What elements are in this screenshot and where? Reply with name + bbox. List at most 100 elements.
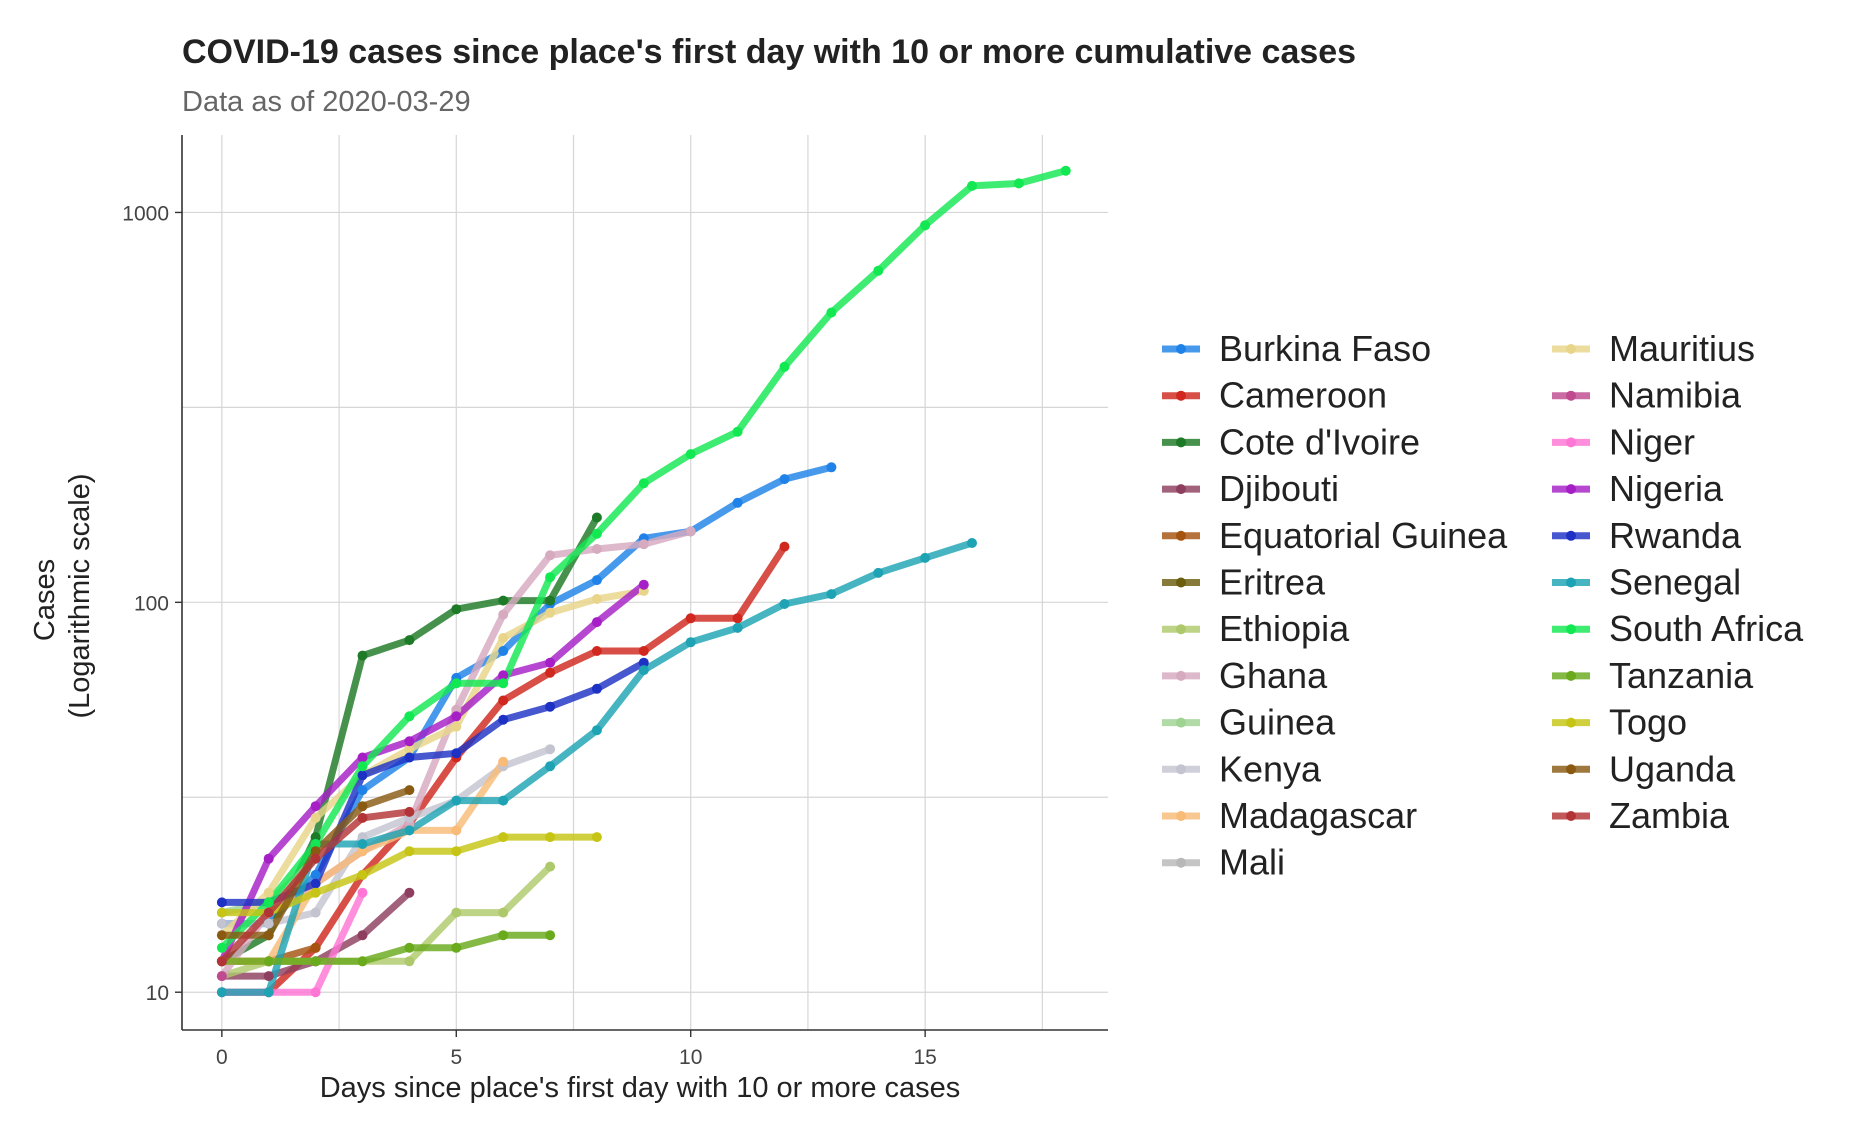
data-point-senegal xyxy=(920,552,931,563)
data-point-south-africa xyxy=(967,180,977,191)
data-point-zambia xyxy=(310,853,321,864)
legend-key-point xyxy=(1566,530,1576,541)
data-point-mauritius xyxy=(310,812,321,823)
data-point-ghana xyxy=(498,609,509,620)
legend-label: Ethiopia xyxy=(1219,608,1350,649)
data-point-senegal xyxy=(498,795,509,806)
legend-label: Nigeria xyxy=(1609,468,1724,509)
data-point-equatorial-guinea xyxy=(310,942,321,953)
series-points xyxy=(216,165,1071,998)
data-point-south-africa xyxy=(1013,178,1024,189)
legend-label: Cote d'Ivoire xyxy=(1219,421,1420,462)
legend-label: Togo xyxy=(1609,702,1687,743)
legend-key-point xyxy=(1176,344,1186,354)
data-point-cameroon xyxy=(498,695,509,706)
data-point-niger xyxy=(310,987,321,998)
data-point-nigeria xyxy=(263,853,274,864)
data-point-tanzania xyxy=(498,930,509,941)
data-point-senegal xyxy=(357,839,368,849)
data-point-djibouti xyxy=(263,971,274,982)
data-point-senegal xyxy=(591,725,602,736)
data-point-tanzania xyxy=(263,956,274,967)
legend-item-rwanda: Rwanda xyxy=(1552,515,1742,556)
legend-label: South Africa xyxy=(1609,608,1804,649)
data-point-ghana xyxy=(685,526,696,537)
data-point-senegal xyxy=(685,637,696,648)
data-point-ethiopia xyxy=(451,907,462,918)
legend-key-point xyxy=(1566,344,1576,354)
y-axis-ticks: 10 100 1000 xyxy=(122,202,182,1005)
data-point-zambia xyxy=(263,907,274,918)
data-point-south-africa xyxy=(591,528,602,539)
legend-key-point xyxy=(1566,764,1576,775)
data-point-niger xyxy=(357,887,368,898)
legend-item-djibouti: Djibouti xyxy=(1162,468,1339,509)
data-point-senegal xyxy=(216,987,227,998)
legend-key-point xyxy=(1566,577,1576,588)
data-point-burkina-faso xyxy=(591,575,602,586)
data-point-south-africa xyxy=(873,265,884,276)
data-point-cote-d-ivoire xyxy=(545,595,556,606)
data-point-togo xyxy=(216,907,227,918)
legend-item-senegal: Senegal xyxy=(1552,562,1741,603)
data-point-senegal xyxy=(545,761,556,772)
data-point-ghana xyxy=(638,539,649,550)
legend-label: Ghana xyxy=(1219,655,1328,696)
data-point-mauritius xyxy=(545,607,556,618)
data-point-madagascar xyxy=(451,825,462,836)
data-point-south-africa xyxy=(920,220,931,231)
legend-label: Eritrea xyxy=(1219,562,1326,603)
data-point-south-africa xyxy=(404,711,415,722)
data-point-senegal xyxy=(638,665,649,676)
data-point-rwanda xyxy=(404,752,415,763)
data-point-uganda xyxy=(263,930,274,941)
y-axis-title-line2: (Logarithmic scale) xyxy=(64,474,96,719)
data-point-senegal xyxy=(404,825,415,836)
data-point-south-africa xyxy=(685,449,696,460)
legend-item-uganda: Uganda xyxy=(1552,748,1736,789)
data-point-zambia xyxy=(216,956,227,967)
legend-label: Tanzania xyxy=(1609,655,1754,696)
chart-title: COVID-19 cases since place's first day w… xyxy=(182,33,1356,71)
data-point-burkina-faso xyxy=(498,646,509,656)
data-point-tanzania xyxy=(545,930,556,941)
legend-label: Djibouti xyxy=(1219,468,1339,509)
legend-label: Equatorial Guinea xyxy=(1219,515,1508,556)
data-point-south-africa xyxy=(216,942,227,953)
legend-item-madagascar: Madagascar xyxy=(1162,795,1417,836)
data-point-rwanda xyxy=(498,714,509,725)
data-point-cote-d-ivoire xyxy=(451,604,462,615)
legend-item-south-africa: South Africa xyxy=(1552,608,1804,649)
data-point-nigeria xyxy=(638,579,649,590)
data-point-rwanda xyxy=(638,657,649,668)
data-point-ethiopia xyxy=(404,956,415,967)
data-point-rwanda xyxy=(591,683,602,694)
legend-label: Senegal xyxy=(1609,562,1741,603)
legend-key-point xyxy=(1566,437,1576,448)
legend-item-togo: Togo xyxy=(1552,702,1687,743)
legend-item-eritrea: Eritrea xyxy=(1162,562,1326,603)
data-point-namibia xyxy=(216,971,227,982)
legend-item-mali: Mali xyxy=(1162,842,1285,883)
data-point-cote-d-ivoire xyxy=(357,650,368,661)
data-point-nigeria xyxy=(591,617,602,628)
legend-label: Uganda xyxy=(1609,748,1736,789)
data-point-burkina-faso xyxy=(357,785,368,796)
data-point-cote-d-ivoire xyxy=(404,635,415,646)
legend-key-point xyxy=(1566,811,1576,821)
data-point-south-africa xyxy=(638,478,649,489)
legend-key-point xyxy=(1176,437,1186,448)
data-point-cameroon xyxy=(591,646,602,656)
data-point-cote-d-ivoire xyxy=(591,512,602,523)
data-point-cameroon xyxy=(685,613,696,624)
data-point-ethiopia xyxy=(545,861,556,872)
data-point-nigeria xyxy=(451,711,462,722)
x-tick-label: 0 xyxy=(216,1046,228,1069)
data-point-ethiopia xyxy=(498,907,509,918)
data-point-rwanda xyxy=(451,748,462,759)
legend-label: Namibia xyxy=(1609,375,1742,416)
legend-item-equatorial-guinea: Equatorial Guinea xyxy=(1162,515,1508,556)
legend-label: Cameroon xyxy=(1219,375,1387,416)
legend-key-point xyxy=(1176,764,1186,775)
